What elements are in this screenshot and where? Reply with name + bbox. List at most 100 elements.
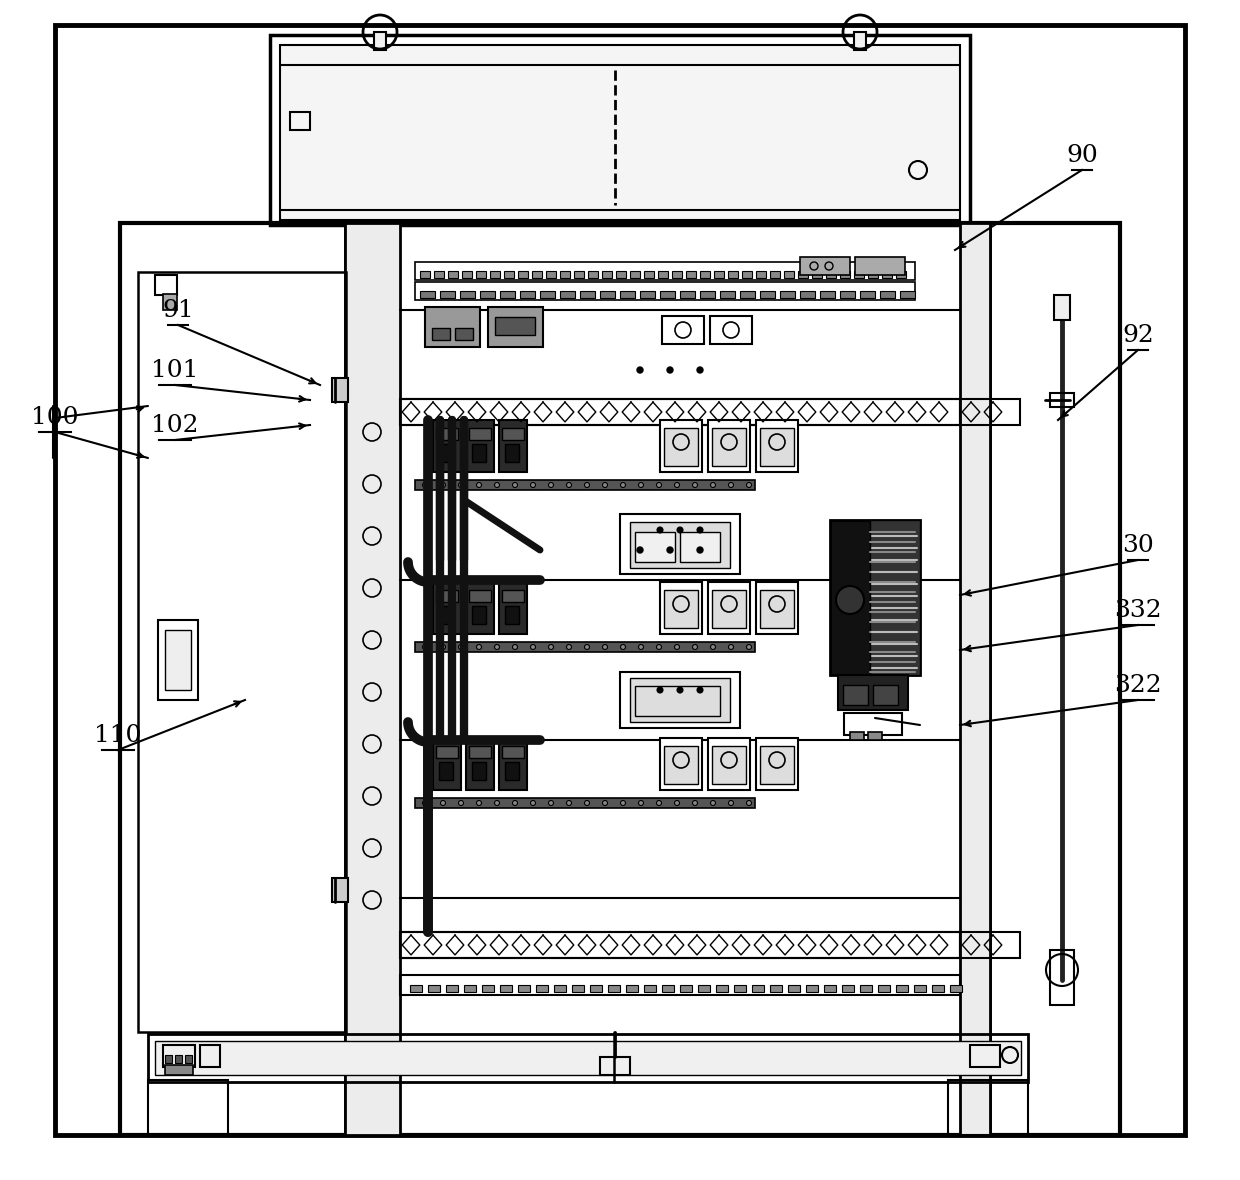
Bar xyxy=(270,35,970,225)
Circle shape xyxy=(512,483,517,487)
Bar xyxy=(630,522,730,568)
Bar xyxy=(518,985,529,992)
Bar xyxy=(420,291,435,299)
Circle shape xyxy=(697,367,703,373)
Bar xyxy=(660,420,702,472)
Circle shape xyxy=(677,687,683,693)
Bar xyxy=(663,746,698,784)
Bar xyxy=(1050,950,1074,1005)
Bar xyxy=(626,985,639,992)
Bar xyxy=(120,223,1120,1135)
Bar xyxy=(635,686,720,716)
Bar xyxy=(401,399,960,425)
Bar xyxy=(448,271,458,278)
Bar xyxy=(760,590,794,628)
Bar xyxy=(401,932,960,958)
Bar xyxy=(780,291,795,299)
Bar xyxy=(839,271,849,278)
Circle shape xyxy=(512,800,517,806)
Bar xyxy=(148,1080,228,1135)
Bar xyxy=(345,223,401,1135)
Bar xyxy=(712,746,746,784)
Bar xyxy=(495,317,534,335)
Bar xyxy=(436,428,458,440)
Bar xyxy=(663,428,698,466)
Bar xyxy=(489,307,543,347)
Circle shape xyxy=(440,800,445,806)
Bar xyxy=(868,732,882,740)
Bar xyxy=(672,271,682,278)
Bar xyxy=(932,985,944,992)
Circle shape xyxy=(729,644,734,649)
Bar xyxy=(436,590,458,602)
Bar xyxy=(175,1055,182,1063)
Bar xyxy=(290,112,310,130)
Bar xyxy=(580,291,595,299)
Bar xyxy=(620,291,635,299)
Bar xyxy=(635,532,675,562)
Bar xyxy=(480,291,495,299)
Bar xyxy=(701,291,715,299)
Bar xyxy=(590,985,601,992)
Bar xyxy=(601,271,613,278)
Bar xyxy=(770,271,780,278)
Bar xyxy=(787,985,800,992)
Circle shape xyxy=(657,687,663,693)
Bar xyxy=(662,985,675,992)
Text: 100: 100 xyxy=(31,406,79,430)
Bar xyxy=(572,985,584,992)
Bar xyxy=(756,738,799,789)
Circle shape xyxy=(639,644,644,649)
Circle shape xyxy=(459,483,464,487)
Bar xyxy=(520,291,534,299)
Bar xyxy=(165,1066,193,1075)
Bar xyxy=(873,686,898,704)
Bar xyxy=(200,1045,219,1067)
Bar xyxy=(711,316,751,345)
Bar xyxy=(880,291,895,299)
Bar xyxy=(560,271,570,278)
Circle shape xyxy=(459,800,464,806)
Bar xyxy=(856,257,905,275)
Bar xyxy=(505,444,520,463)
Bar xyxy=(878,985,890,992)
Circle shape xyxy=(639,483,644,487)
Circle shape xyxy=(620,483,625,487)
Bar xyxy=(644,985,656,992)
Bar xyxy=(660,738,702,789)
Bar xyxy=(162,1045,195,1067)
Bar xyxy=(600,1057,630,1075)
Bar xyxy=(498,582,527,634)
Circle shape xyxy=(423,483,428,487)
Bar xyxy=(157,620,198,700)
Bar xyxy=(539,291,556,299)
Bar xyxy=(800,291,815,299)
Circle shape xyxy=(675,483,680,487)
Bar xyxy=(420,271,430,278)
Circle shape xyxy=(603,800,608,806)
Bar xyxy=(498,420,527,472)
Circle shape xyxy=(423,800,428,806)
Text: 102: 102 xyxy=(151,414,198,437)
Bar xyxy=(812,271,822,278)
Bar xyxy=(1050,393,1074,407)
Circle shape xyxy=(711,483,715,487)
Bar xyxy=(949,1080,1028,1135)
Circle shape xyxy=(729,800,734,806)
Circle shape xyxy=(657,527,663,533)
Circle shape xyxy=(459,644,464,649)
Bar xyxy=(505,762,520,780)
Bar xyxy=(505,607,520,624)
Text: 101: 101 xyxy=(151,359,198,382)
Bar xyxy=(280,45,960,219)
Bar xyxy=(332,378,348,402)
Bar xyxy=(446,985,458,992)
Circle shape xyxy=(495,644,500,649)
Bar xyxy=(155,1041,1021,1075)
Bar xyxy=(854,32,866,50)
Bar xyxy=(728,271,738,278)
Circle shape xyxy=(692,483,697,487)
Bar xyxy=(439,762,453,780)
Bar xyxy=(960,223,990,1135)
Circle shape xyxy=(548,800,553,806)
